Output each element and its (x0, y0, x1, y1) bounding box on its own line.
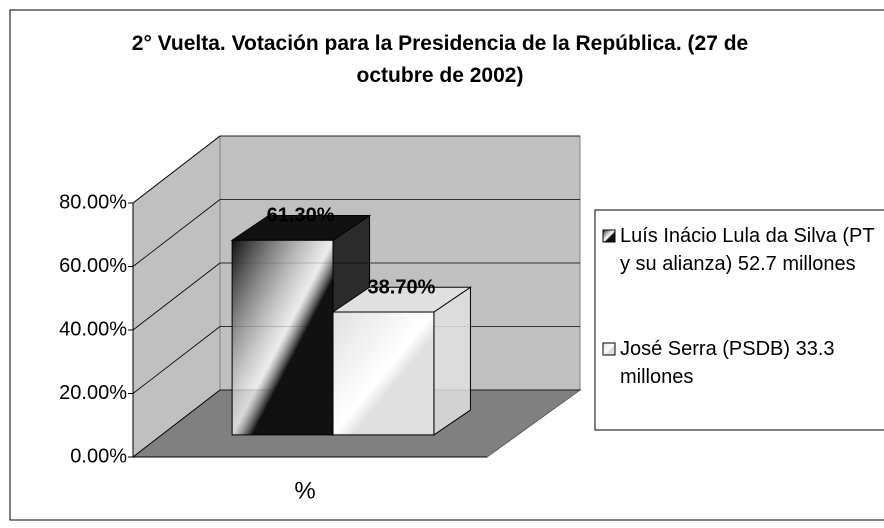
grid-line (132, 262, 221, 331)
bar-side (433, 286, 471, 436)
legend-box (594, 209, 884, 431)
legend-swatch (602, 342, 616, 356)
y-tick-label: 60.00% (59, 255, 127, 277)
grid-line (132, 326, 221, 394)
data-label: 61.30% (267, 205, 335, 227)
y-tick-label: 0.00% (70, 445, 127, 467)
data-label: 38.70% (368, 276, 436, 298)
legend-item: José Serra (PSDB) 33.3 millones (620, 338, 835, 388)
y-tick-label: 80.00% (59, 191, 127, 213)
title-box: 2° Vuelta. Votación para la Presidencia … (131, 32, 749, 87)
grid-line (132, 199, 221, 267)
bar-front (332, 311, 435, 436)
legend-label: Luís Inácio Lula da Silva (PT y su alian… (620, 225, 875, 275)
grid-line (132, 389, 221, 458)
legend-label: José Serra (PSDB) 33.3 millones (620, 338, 835, 388)
legend-item: Luís Inácio Lula da Silva (PT y su alian… (620, 225, 875, 275)
bar (331, 286, 473, 436)
legend-swatch (602, 229, 616, 243)
chart-title: 2° Vuelta. Votación para la Presidencia … (131, 32, 749, 87)
grid-line (132, 135, 221, 204)
bar-front (231, 239, 334, 436)
x-tick-label: % (294, 477, 315, 504)
y-tick-label: 20.00% (59, 382, 127, 404)
y-tick-label: 40.00% (59, 318, 127, 340)
